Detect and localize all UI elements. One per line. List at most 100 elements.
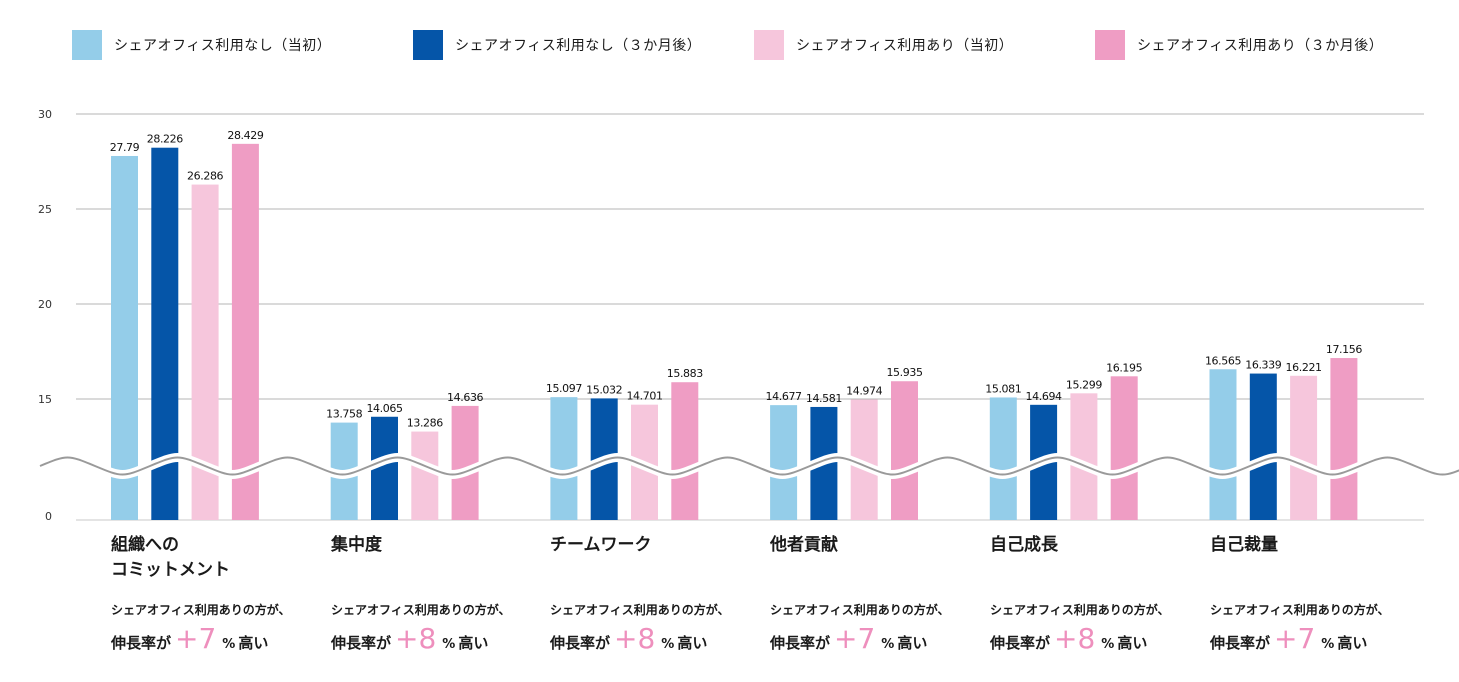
category-label: 自己裁量 (1210, 535, 1278, 555)
note-unit: % (1101, 637, 1115, 652)
legend-swatch (754, 30, 784, 60)
legend-label: シェアオフィス利用あり（当初） (796, 38, 1014, 54)
data-label: 28.226 (147, 133, 183, 146)
data-label: 16.221 (1286, 361, 1322, 374)
legend-item-no-office-3months: シェアオフィス利用なし（３か月後） (413, 28, 701, 62)
data-label: 26.286 (187, 170, 223, 183)
data-label: 28.429 (227, 129, 263, 142)
bar (231, 143, 259, 520)
legend-item-office-3months: シェアオフィス利用あり（３か月後） (1095, 28, 1383, 62)
bar (1110, 376, 1138, 520)
legend-label: シェアオフィス利用あり（３か月後） (1137, 38, 1384, 54)
note-rate: 伸長率が +8 % 高い (990, 622, 1170, 655)
data-label: 14.636 (447, 391, 483, 404)
bar (989, 397, 1017, 520)
growth-note: シェアオフィス利用ありの方が、 伸長率が +7 % 高い (1210, 601, 1390, 653)
growth-note: シェアオフィス利用ありの方が、 伸長率が +8 % 高い (331, 601, 511, 653)
growth-note: シェアオフィス利用ありの方が、 伸長率が +8 % 高い (990, 601, 1170, 653)
note-suffix: 高い (458, 634, 489, 652)
bar (1209, 369, 1237, 520)
note-prefix: 伸長率が (1210, 634, 1271, 652)
data-label: 14.065 (366, 402, 402, 415)
note-rate: 伸長率が +8 % 高い (331, 622, 511, 655)
axis-break-wave (39, 456, 1459, 476)
legend-swatch (1095, 30, 1125, 60)
y-tick-label: 15 (38, 393, 52, 406)
note-value: +8 (1054, 622, 1096, 655)
data-label: 15.081 (985, 382, 1021, 395)
note-value: +7 (834, 622, 876, 655)
growth-note: シェアオフィス利用ありの方が、 伸長率が +7 % 高い (111, 601, 291, 653)
legend-swatch (72, 30, 102, 60)
category-label: 自己成長 (990, 535, 1058, 555)
data-label: 15.883 (667, 367, 703, 380)
note-unit: % (1321, 637, 1335, 652)
category-label: チームワーク (550, 535, 652, 555)
note-unit: % (661, 637, 675, 652)
bar (111, 155, 138, 521)
note-value: +7 (1274, 622, 1316, 655)
note-suffix: 高い (897, 634, 928, 652)
bar (891, 381, 918, 520)
data-label: 15.097 (546, 382, 582, 395)
note-value: +7 (175, 622, 217, 655)
data-label: 16.339 (1245, 359, 1281, 372)
note-prefix: 伸長率が (111, 634, 172, 652)
note-text: シェアオフィス利用ありの方が、 (990, 603, 1170, 617)
note-suffix: 高い (1117, 634, 1148, 652)
bar (1070, 393, 1098, 520)
bar (1249, 373, 1277, 520)
data-label: 16.195 (1106, 361, 1142, 374)
bar (1330, 358, 1358, 520)
note-rate: 伸長率が +7 % 高い (770, 622, 950, 655)
note-text: シェアオフィス利用ありの方が、 (111, 603, 291, 617)
note-rate: 伸長率が +7 % 高い (1210, 622, 1390, 655)
y-tick-label: 30 (38, 108, 52, 121)
data-label: 14.581 (806, 392, 842, 405)
bar (770, 405, 798, 520)
note-suffix: 高い (677, 634, 708, 652)
legend-label: シェアオフィス利用なし（３か月後） (455, 38, 702, 54)
note-prefix: 伸長率が (990, 634, 1051, 652)
bar (1290, 375, 1318, 520)
note-text: シェアオフィス利用ありの方が、 (770, 603, 950, 617)
note-rate: 伸長率が +7 % 高い (111, 622, 291, 655)
data-label: 14.974 (846, 384, 882, 397)
data-label: 13.758 (326, 408, 362, 421)
bar (671, 382, 699, 520)
data-label: 15.032 (586, 383, 622, 396)
legend-label: シェアオフィス利用なし（当初） (114, 38, 332, 54)
note-unit: % (222, 637, 236, 652)
data-label: 17.156 (1326, 343, 1362, 356)
legend-item-office-initial: シェアオフィス利用あり（当初） (754, 28, 1013, 62)
data-label: 14.701 (626, 390, 662, 403)
data-label: 15.299 (1066, 378, 1102, 391)
note-unit: % (881, 637, 895, 652)
y-tick-label: 20 (38, 298, 52, 311)
data-label: 13.286 (407, 417, 443, 430)
note-text: シェアオフィス利用ありの方が、 (331, 603, 511, 617)
data-label: 14.694 (1026, 390, 1062, 403)
bar (411, 431, 439, 520)
data-label: 14.677 (766, 390, 802, 403)
note-value: +8 (614, 622, 656, 655)
growth-note: シェアオフィス利用ありの方が、 伸長率が +7 % 高い (770, 601, 950, 653)
note-rate: 伸長率が +8 % 高い (550, 622, 730, 655)
y-tick-label: 0 (45, 510, 52, 523)
bar (550, 397, 578, 520)
legend-swatch (413, 30, 443, 60)
category-label: 他者貢献 (770, 535, 838, 555)
note-unit: % (442, 637, 456, 652)
legend: シェアオフィス利用なし（当初） シェアオフィス利用なし（３か月後） シェアオフィ… (0, 28, 1459, 62)
y-tick-label: 25 (38, 203, 52, 216)
bar (451, 405, 479, 520)
data-label: 15.935 (886, 366, 922, 379)
category-label: 集中度 (331, 535, 382, 555)
data-label: 27.79 (110, 141, 140, 154)
note-text: シェアオフィス利用ありの方が、 (550, 603, 730, 617)
note-prefix: 伸長率が (331, 634, 392, 652)
note-value: +8 (395, 622, 437, 655)
note-suffix: 高い (238, 634, 269, 652)
note-suffix: 高い (1337, 634, 1368, 652)
